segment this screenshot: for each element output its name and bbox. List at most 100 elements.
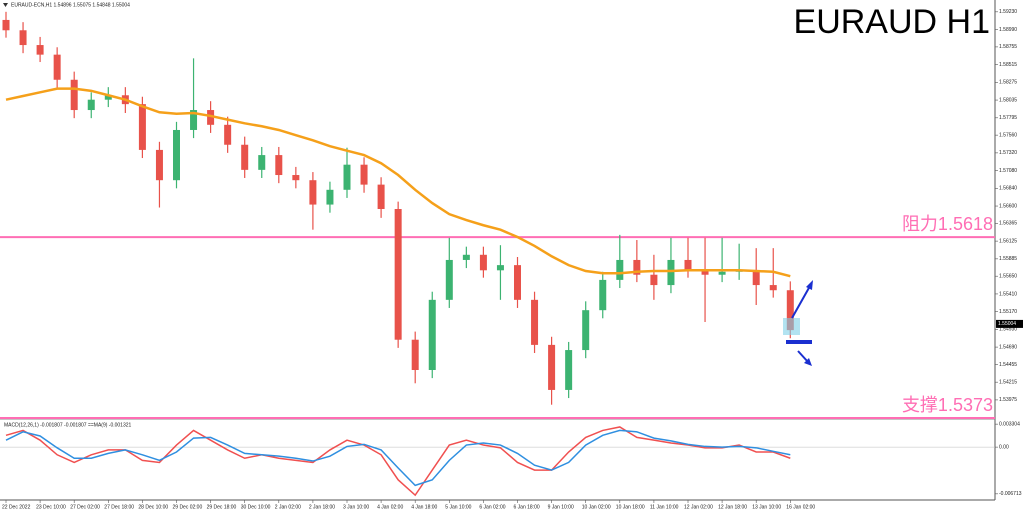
candle-body — [155, 149, 163, 181]
header: EURAUD-ECN,H1 1.54896 1.55075 1.54848 1.… — [11, 2, 130, 8]
x-tick-label: 27 Dec 18:00 — [104, 504, 134, 510]
up-arrow — [791, 285, 811, 319]
candle-body — [769, 285, 777, 291]
x-tick-label: 6 Jan 18:00 — [514, 504, 540, 510]
macd-title: MACD(12,26,1) -0.001807 -0.001807 ==MA(9… — [4, 422, 132, 428]
candle-body — [53, 54, 61, 80]
x-tick-label: 2 Jan 18:00 — [309, 504, 335, 510]
y-tick-label: -0.006713 — [999, 491, 1022, 497]
candle-body — [582, 310, 590, 351]
candle-body — [394, 209, 402, 340]
candle-body — [258, 155, 266, 170]
x-tick-label: 12 Jan 18:00 — [718, 504, 747, 510]
x-tick-label: 4 Jan 18:00 — [411, 504, 437, 510]
x-tick-label: 11 Jan 10:00 — [650, 504, 679, 510]
level-label: 支撑1.5373 — [902, 395, 993, 415]
candle-body — [633, 259, 641, 275]
candle-body — [36, 45, 44, 55]
candle-body — [428, 299, 436, 370]
x-tick-label: 22 Dec 2022 — [2, 504, 31, 510]
candle-body — [224, 124, 232, 145]
highlight-box — [783, 318, 800, 335]
x-tick-label: 10 Jan 18:00 — [616, 504, 645, 510]
candle-body — [292, 175, 300, 181]
candle-body — [190, 110, 198, 130]
macd-line — [5, 429, 791, 487]
candle-body — [445, 259, 453, 300]
candle-body — [565, 350, 573, 390]
y-tick-label: 1.58990 — [999, 27, 1017, 33]
last-price-box — [996, 319, 1023, 328]
y-tick-label: 1.54690 — [999, 344, 1017, 350]
candle-body — [309, 180, 317, 205]
header-icon — [3, 3, 8, 7]
y-tick-label: 1.54455 — [999, 362, 1017, 368]
y-tick-label: 1.54930 — [999, 327, 1017, 333]
y-tick-label: 1.53975 — [999, 397, 1017, 403]
candle-body — [462, 254, 470, 260]
candle-body — [19, 30, 27, 46]
candle-body — [599, 279, 607, 311]
y-tick-label: 1.56600 — [999, 203, 1017, 209]
x-tick-label: 28 Dec 10:00 — [138, 504, 168, 510]
y-tick-label: 1.55885 — [999, 256, 1017, 262]
x-tick-label: 16 Jan 02:00 — [786, 504, 815, 510]
y-tick-label: 1.58515 — [999, 62, 1017, 68]
x-tick-label: 23 Dec 10:00 — [36, 504, 66, 510]
candle-body — [786, 290, 794, 331]
candle-body — [411, 339, 419, 370]
x-tick-label: 29 Dec 02:00 — [173, 504, 203, 510]
candle-body — [326, 189, 334, 205]
y-tick-label: 1.57795 — [999, 115, 1017, 121]
x-tick-label: 12 Jan 02:00 — [684, 504, 713, 510]
candle-body — [138, 104, 146, 150]
y-tick-label: 1.56365 — [999, 221, 1017, 227]
candle-body — [701, 270, 709, 275]
y-tick-label: 0.00 — [999, 444, 1009, 450]
y-tick-label: 1.57320 — [999, 150, 1017, 156]
down-arrow — [797, 350, 809, 363]
y-tick-label: 1.54215 — [999, 380, 1017, 386]
y-tick-label: 1.58275 — [999, 80, 1017, 86]
level-label: 阻力1.5618 — [902, 214, 993, 234]
y-tick-label: 1.57080 — [999, 168, 1017, 174]
y-tick-label: 1.55410 — [999, 291, 1017, 297]
candle-body — [275, 155, 283, 176]
x-tick-label: 9 Jan 10:00 — [548, 504, 574, 510]
down-arrowhead — [804, 358, 812, 366]
marks: 1.59230 1.58990 1.58755 1.58515 1.58275 1.580… — [0, 9, 1023, 510]
x-tick-label: 27 Dec 02:00 — [70, 504, 100, 510]
candle-body — [70, 79, 78, 111]
candle-body — [360, 164, 368, 185]
candle-body — [496, 265, 504, 271]
y-tick-label: 1.57560 — [999, 132, 1017, 138]
y-tick-label: 0.003304 — [999, 421, 1020, 427]
candle-body — [752, 270, 760, 286]
y-tick-label: 1.59230 — [999, 9, 1017, 15]
up-arrowhead — [806, 280, 813, 290]
breakout-bar — [786, 340, 812, 344]
candle-body — [514, 265, 521, 300]
candle-body — [207, 110, 215, 125]
macd-line — [5, 426, 791, 497]
candle-body — [343, 164, 351, 190]
candle-body — [531, 299, 539, 345]
candle-body — [479, 254, 487, 271]
chart-title: EURAUD H1 — [794, 3, 990, 41]
candle-body — [87, 99, 95, 111]
x-tick-label: 13 Jan 10:00 — [752, 504, 781, 510]
last-price-label: 1.55004 — [998, 321, 1016, 327]
y-tick-label: 1.58035 — [999, 97, 1017, 103]
candle-body — [650, 274, 658, 286]
x-tick-label: 4 Jan 02:00 — [377, 504, 403, 510]
candle-body — [2, 19, 10, 31]
candle-body — [684, 259, 692, 271]
x-tick-label: 3 Jan 10:00 — [343, 504, 369, 510]
candle-body — [377, 184, 385, 209]
x-tick-label: 30 Dec 10:00 — [241, 504, 271, 510]
x-tick-label: 29 Dec 18:00 — [207, 504, 237, 510]
x-tick-label: 5 Jan 10:00 — [445, 504, 471, 510]
candle-body — [616, 259, 624, 280]
